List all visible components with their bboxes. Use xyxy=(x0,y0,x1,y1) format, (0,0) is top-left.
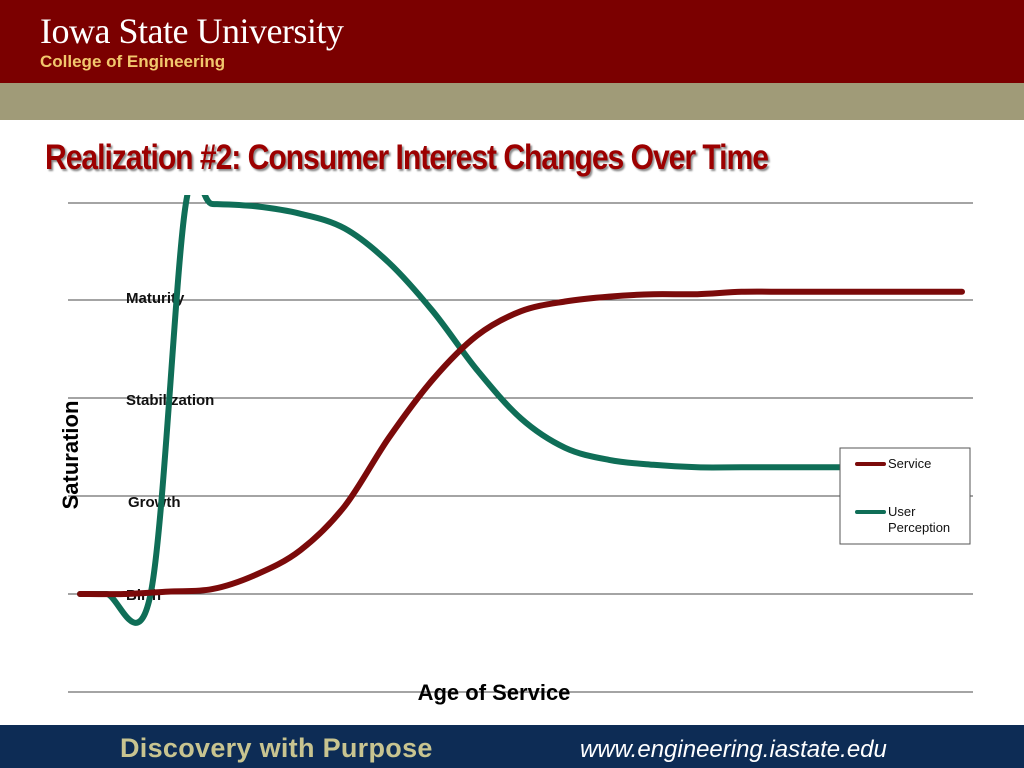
accent-band xyxy=(0,83,1024,120)
legend-label: User Perception xyxy=(888,504,950,535)
slide-title: Realization #2: Consumer Interest Change… xyxy=(45,138,769,177)
header-bar xyxy=(0,0,1024,83)
stage-label-growth: Growth xyxy=(128,494,181,511)
y-axis-label: Saturation xyxy=(58,401,83,510)
legend-label: Service xyxy=(888,456,931,471)
college-name: College of Engineering xyxy=(40,52,226,71)
university-name: Iowa State University xyxy=(40,11,344,51)
series-line-user-perception xyxy=(77,195,965,626)
stage-label-maturity: Maturity xyxy=(126,290,185,307)
grid-lines xyxy=(68,202,973,693)
footer-motto: Discovery with Purpose xyxy=(120,733,433,763)
x-axis-label: Age of Service xyxy=(418,680,571,705)
chart-legend: Service User Perception xyxy=(839,447,971,545)
series-line-service xyxy=(77,288,965,598)
footer-bar xyxy=(0,725,1024,768)
series-lines xyxy=(77,195,965,626)
footer-url: www.engineering.iastate.edu xyxy=(580,736,887,763)
